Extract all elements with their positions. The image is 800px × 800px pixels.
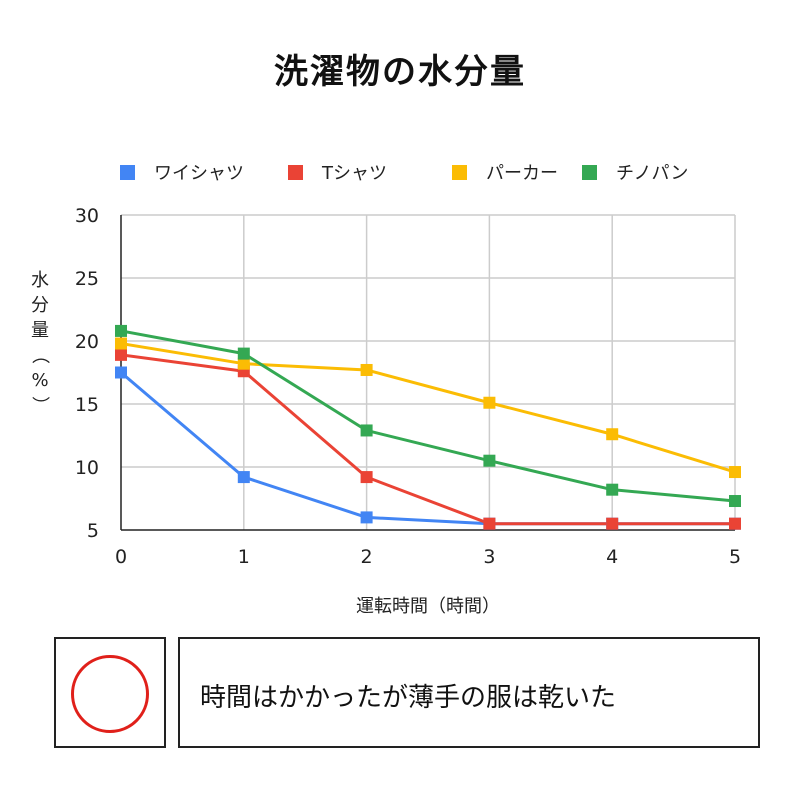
x-tick-label: 2 [361,546,373,568]
series-lines [115,324,741,530]
legend-label: パーカー [486,163,558,184]
data-point [729,495,741,508]
x-tick-label: 5 [729,546,741,568]
y-axis-label-char: 水 [31,270,49,291]
x-axis-label: 運転時間（時間） [356,596,500,617]
legend-label: ワイシャツ [154,163,244,184]
gridlines [121,214,736,530]
legend: ワイシャツ Tシャツ パーカー チノパン [120,163,688,184]
data-point [483,454,496,467]
x-tick-label: 4 [606,546,618,568]
data-point [360,424,373,437]
legend-label: チノパン [616,163,688,184]
data-point [606,517,619,530]
y-axis-label-char: ） [29,396,50,414]
y-axis-label-char: 量 [31,320,49,341]
x-tick-label: 0 [115,546,127,568]
data-point [237,347,250,360]
data-point [483,517,496,530]
y-tick-label: 5 [87,520,99,542]
y-tick-label: 10 [75,457,99,479]
data-point [237,471,250,484]
chart-title: 洗濯物の水分量 [274,52,526,92]
data-point [360,471,373,484]
data-point [115,324,127,337]
data-point [729,517,741,530]
y-axis-label-char: 分 [31,295,49,316]
data-point [360,363,373,376]
data-point [360,511,373,524]
evaluation-mark-box [54,637,166,748]
comment-text: 時間はかかったが薄手の服は乾いた [200,683,617,713]
data-point [606,483,619,496]
data-point [115,337,127,350]
data-point [729,466,741,479]
y-axis-label-char: （ [29,346,50,364]
legend-swatch [288,165,303,180]
x-tick-label: 1 [238,546,250,568]
circle-mark-icon [71,655,149,733]
series-line [120,342,736,474]
axis-labels: 運転時間（時間） 水分量 （% ） [29,270,500,617]
legend-swatch [582,165,597,180]
y-tick-label: 20 [75,331,99,353]
legend-swatch [120,165,135,180]
data-point [237,357,250,370]
axes [120,215,735,531]
y-tick-label: 25 [75,268,99,290]
line-chart: ワイシャツ Tシャツ パーカー チノパン 5 10 15 20 25 30 0 1 2 3 4 5 運転時間… [29,163,741,617]
comment-box: 時間はかかったが薄手の服は乾いた [178,637,760,748]
tick-labels: 5 10 15 20 25 30 0 1 2 3 4 5 [75,205,741,568]
legend-label: Tシャツ [321,163,387,184]
y-tick-label: 15 [75,394,99,416]
data-point [483,396,496,409]
data-point [115,348,127,361]
data-point [115,366,127,379]
series-line [120,353,735,526]
y-axis-label-char: % [31,370,48,391]
data-point [606,428,619,441]
series-line [120,329,736,503]
legend-swatch [452,165,467,180]
x-tick-label: 3 [483,546,495,568]
y-tick-label: 30 [75,205,99,227]
